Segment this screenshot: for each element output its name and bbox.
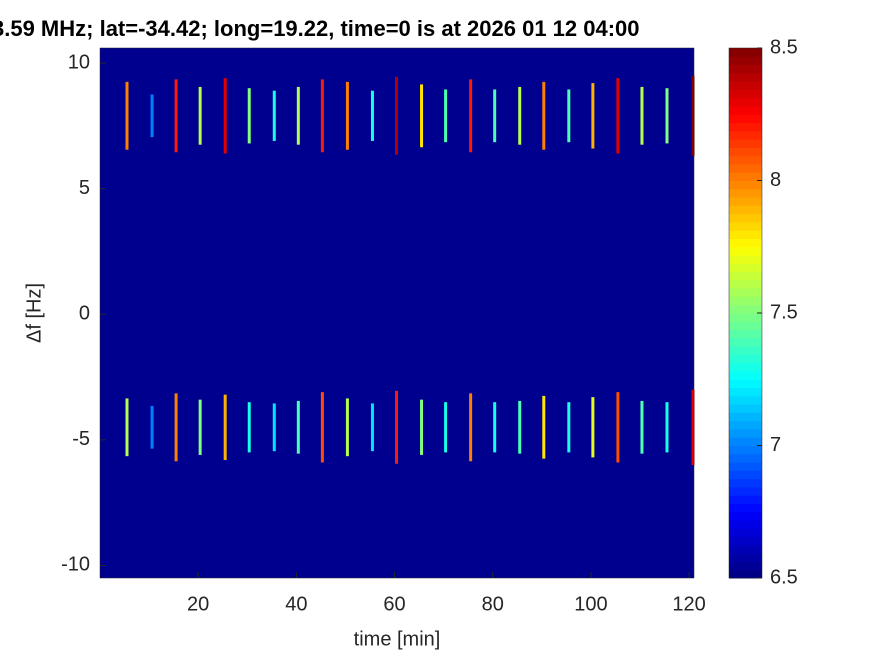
colorbar-swatch	[729, 462, 762, 471]
colorbar-swatch	[729, 470, 762, 480]
colorbar-tick-label: 7.5	[770, 301, 798, 323]
colorbar-swatch	[729, 495, 762, 504]
colorbar-swatch	[729, 197, 762, 206]
colorbar-swatch	[729, 205, 762, 215]
colorbar-swatch	[729, 114, 762, 124]
colorbar-swatch	[729, 354, 762, 364]
colorbar-swatch	[729, 428, 762, 438]
x-tick-label: 120	[672, 593, 705, 615]
y-tick-label: 0	[79, 303, 90, 325]
colorbar-swatch	[729, 486, 762, 496]
colorbar-swatch	[729, 172, 762, 181]
colorbar-swatch	[729, 296, 762, 306]
colorbar-swatch	[729, 370, 762, 380]
colorbar-swatch	[729, 321, 762, 331]
colorbar-swatch	[729, 122, 762, 132]
plot-frame	[99, 47, 695, 579]
colorbar-swatch	[729, 395, 762, 405]
colorbar-swatch	[729, 279, 762, 289]
colorbar-swatch	[729, 412, 762, 422]
colorbar-swatch	[729, 163, 762, 173]
colorbar-swatch	[729, 346, 762, 355]
colorbar-swatch	[729, 304, 762, 314]
colorbar: 6.5 7 7.5 8 8.5	[728, 36, 798, 588]
colorbar-swatch	[729, 188, 762, 198]
x-tick-label: 40	[285, 593, 307, 615]
y-axis-label: Δf [Hz]	[23, 283, 45, 343]
colorbar-swatch	[729, 453, 762, 463]
colorbar-swatch	[729, 180, 762, 190]
colorbar-swatch	[729, 569, 762, 579]
colorbar-swatch	[729, 329, 762, 339]
colorbar-swatch	[729, 246, 762, 256]
colorbar-swatch	[729, 271, 762, 281]
colorbar-swatch	[729, 379, 762, 389]
colorbar-swatch	[729, 81, 762, 90]
colorbar-swatch	[729, 503, 762, 513]
x-tick-label: 60	[383, 593, 405, 615]
colorbar-tick-label: 8	[770, 169, 781, 191]
colorbar-swatch	[729, 105, 762, 115]
colorbar-swatch	[729, 147, 762, 157]
colorbar-swatch	[729, 313, 762, 322]
colorbar-swatch	[729, 561, 762, 571]
colorbar-swatch	[729, 362, 762, 372]
colorbar-swatch	[729, 48, 762, 57]
colorbar-swatch	[729, 544, 762, 554]
colorbar-tick-label: 6.5	[770, 566, 798, 588]
colorbar-swatch	[729, 445, 762, 455]
y-tick-label: -5	[72, 428, 90, 450]
y-tick-label: 10	[68, 51, 90, 73]
colorbar-swatch	[729, 387, 762, 397]
y-tick-label: -10	[61, 554, 90, 576]
x-axis-label: time [min]	[354, 628, 441, 650]
colorbar-swatch	[729, 263, 762, 273]
colorbar-swatch	[729, 478, 762, 488]
colorbar-swatch	[729, 97, 762, 107]
colorbar-swatch	[729, 89, 762, 99]
colorbar-swatch	[729, 404, 762, 413]
colorbar-swatch	[729, 437, 762, 446]
y-tick-label: 5	[79, 177, 90, 199]
chart-title: 3.59 MHz; lat=-34.42; long=19.22, time=0…	[0, 16, 640, 41]
colorbar-swatch	[729, 255, 762, 264]
x-tick-label: 80	[482, 593, 504, 615]
colorbar-swatch	[729, 130, 762, 140]
colorbar-swatch	[729, 511, 762, 521]
colorbar-swatch	[729, 155, 762, 165]
colorbar-swatch	[729, 528, 762, 538]
colorbar-swatch	[729, 520, 762, 529]
colorbar-swatch	[729, 64, 762, 74]
colorbar-tick-label: 8.5	[770, 36, 798, 58]
colorbar-swatch	[729, 139, 762, 148]
colorbar-swatch	[729, 213, 762, 223]
colorbar-swatch	[729, 536, 762, 546]
colorbar-swatch	[729, 221, 762, 231]
colorbar-swatch	[729, 288, 762, 297]
x-tick-label: 20	[187, 593, 209, 615]
colorbar-swatch	[729, 553, 762, 562]
colorbar-swatch	[729, 230, 762, 239]
colorbar-swatch	[729, 420, 762, 430]
x-tick-label: 100	[574, 593, 607, 615]
colorbar-swatch	[729, 72, 762, 82]
colorbar-swatch	[729, 337, 762, 347]
colorbar-tick-label: 7	[770, 434, 781, 456]
colorbar-swatch	[729, 238, 762, 248]
colorbar-swatch	[729, 56, 762, 66]
